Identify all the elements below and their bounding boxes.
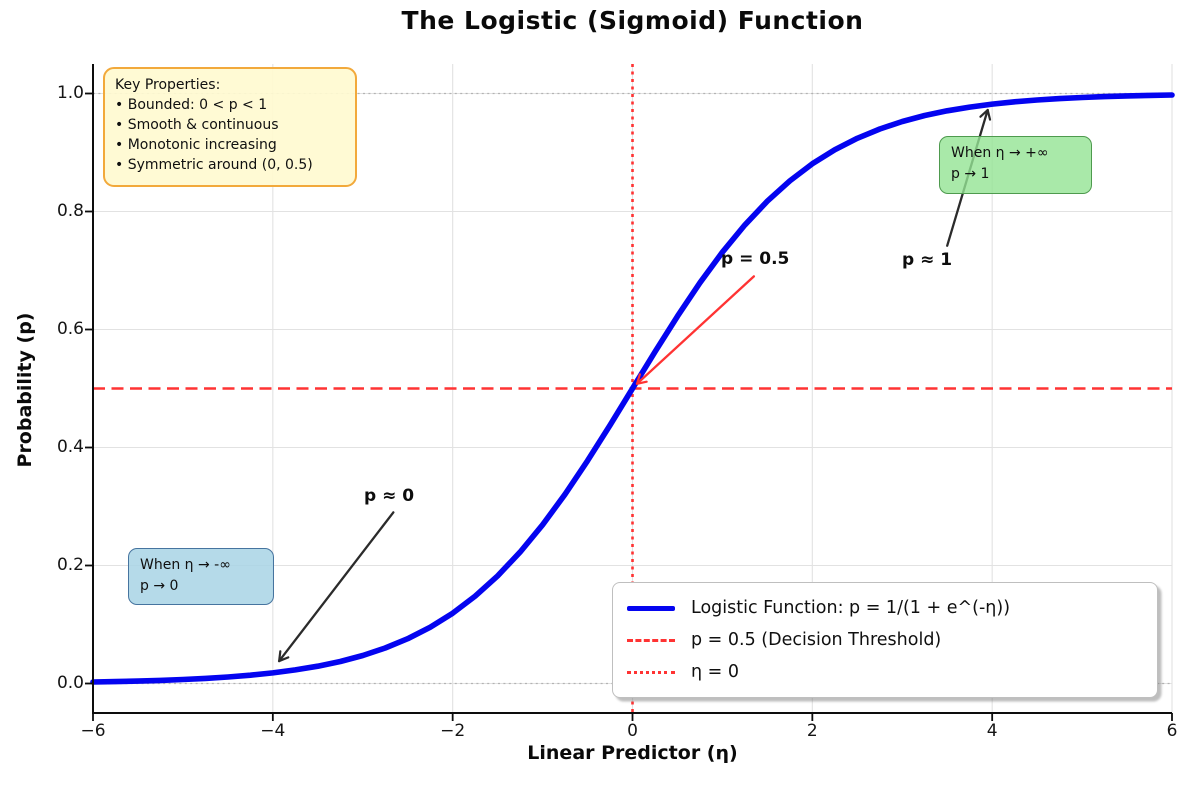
callout-positive-line2: p → 1: [951, 165, 990, 182]
y-tick-label: 0.0: [56, 672, 84, 693]
annotation-p-approx-one: p ≈ 1: [902, 250, 953, 270]
key-properties-bullet: • Monotonic increasing: [115, 137, 277, 153]
legend-item-threshold: p = 0.5 (Decision Threshold): [627, 630, 1143, 650]
y-tick-label: 1.0: [56, 82, 84, 103]
x-axis-label: Linear Predictor (η): [527, 742, 738, 764]
legend: Logistic Function: p = 1/(1 + e^(-η)) p …: [612, 582, 1158, 698]
callout-positive-infinity: When η → +∞ p → 1: [939, 136, 1092, 194]
legend-swatch-logistic-line: [627, 605, 675, 611]
legend-swatch-threshold-line: [627, 638, 675, 642]
key-properties-title: Key Properties:: [115, 77, 221, 93]
callout-negative-line1: When η → -∞: [140, 557, 231, 573]
x-tick-label: −2: [440, 721, 466, 741]
legend-item-eta-zero: η = 0: [627, 662, 1143, 682]
y-tick-label: 0.6: [56, 318, 84, 339]
y-tick-label: 0.4: [56, 436, 84, 457]
x-tick-label: 4: [986, 721, 998, 741]
legend-item-logistic: Logistic Function: p = 1/(1 + e^(-η)): [627, 598, 1143, 618]
callout-positive-line1: When η → +∞: [951, 145, 1049, 161]
legend-swatch-eta-zero-line: [627, 670, 675, 674]
x-tick-label: 2: [806, 721, 818, 741]
key-properties-bullet: • Symmetric around (0, 0.5): [115, 157, 313, 173]
annotation-p-half: p = 0.5: [721, 249, 790, 269]
callout-negative-line2: p → 0: [140, 577, 179, 594]
y-tick-label: 0.8: [56, 200, 84, 221]
annotation-p-approx-zero: p ≈ 0: [364, 486, 415, 506]
callout-negative-infinity: When η → -∞ p → 0: [128, 548, 274, 605]
legend-label-eta-zero: η = 0: [691, 662, 740, 682]
legend-label-logistic: Logistic Function: p = 1/(1 + e^(-η)): [691, 598, 1011, 618]
figure-title: The Logistic (Sigmoid) Function: [401, 6, 864, 35]
x-tick-label: 0: [627, 721, 638, 741]
key-properties-bullet: • Smooth & continuous: [115, 117, 279, 133]
x-tick-label: −4: [260, 721, 286, 741]
x-tick-label: −6: [80, 721, 106, 741]
y-tick-label: 0.2: [56, 554, 84, 575]
x-tick-label: 6: [1166, 721, 1178, 741]
legend-label-threshold: p = 0.5 (Decision Threshold): [691, 630, 942, 650]
key-properties-box: Key Properties: • Bounded: 0 < p < 1 • S…: [103, 67, 357, 187]
key-properties-bullet: • Bounded: 0 < p < 1: [115, 97, 268, 113]
